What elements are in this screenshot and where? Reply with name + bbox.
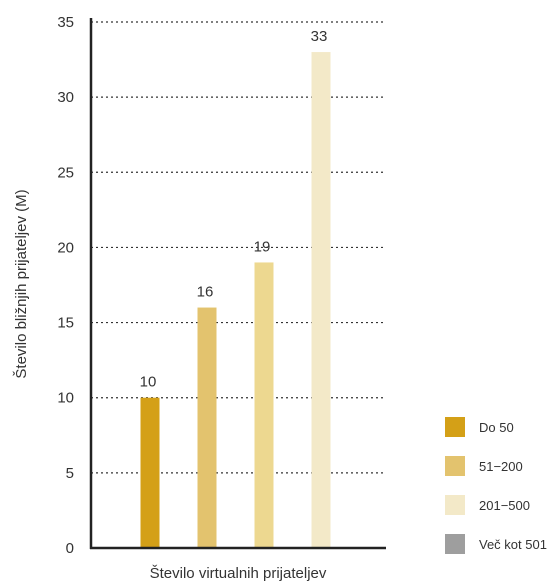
y-tick-label: 10 [57, 390, 74, 407]
bar [140, 397, 160, 548]
y-tick-label: 30 [57, 89, 74, 106]
legend: Do 50 51−200 201−500 Več kot 501 [445, 417, 547, 554]
bars [140, 52, 331, 549]
grid-lines [91, 21, 385, 474]
legend-label: 201−500 [479, 498, 530, 513]
y-axis-ticks: 0 5 10 15 20 25 30 35 [57, 14, 74, 557]
y-tick-label: 35 [57, 14, 74, 31]
y-tick-label: 5 [66, 465, 74, 482]
legend-swatch [445, 456, 465, 476]
bar [311, 52, 331, 549]
bar-value-label: 16 [197, 284, 214, 301]
legend-label: 51−200 [479, 459, 523, 474]
bar-value-label: 10 [140, 374, 157, 391]
y-tick-label: 15 [57, 315, 74, 332]
bar-value-label: 33 [311, 28, 328, 45]
y-tick-label: 20 [57, 239, 74, 256]
y-tick-label: 0 [66, 540, 74, 557]
legend-label: Več kot 501 [479, 537, 547, 552]
y-axis-title: Število bližnjih prijateljev (M) [13, 189, 30, 378]
x-axis-title: Število virtualnih prijateljev [150, 565, 327, 582]
bar [197, 307, 217, 548]
legend-label: Do 50 [479, 420, 514, 435]
data-labels: 10 16 19 33 [140, 28, 328, 391]
legend-swatch [445, 534, 465, 554]
bar [254, 262, 274, 548]
legend-swatch [445, 495, 465, 515]
legend-swatch [445, 417, 465, 437]
bar-value-label: 19 [254, 238, 271, 255]
y-tick-label: 25 [57, 164, 74, 181]
